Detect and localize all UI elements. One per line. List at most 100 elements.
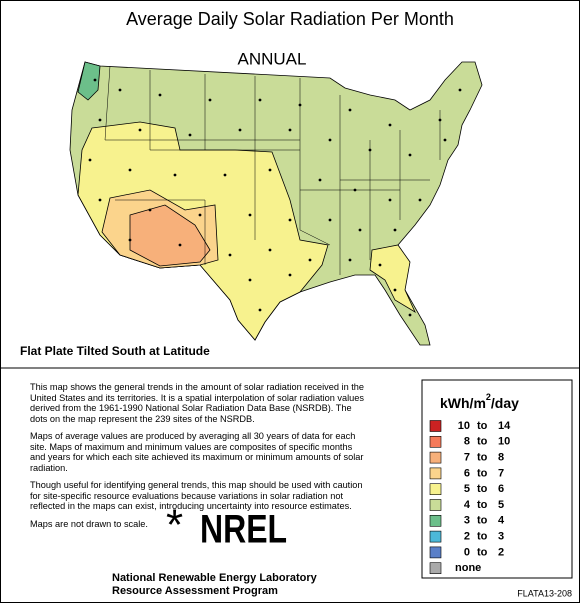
- site-dot: [258, 308, 262, 312]
- legend-exponent: 2: [486, 392, 491, 402]
- legend-title: kWh/m2/day: [440, 392, 519, 410]
- legend-high: 2: [498, 546, 504, 558]
- logo-symbol: *: [166, 501, 183, 550]
- legend-swatch: [429, 499, 442, 511]
- site-dot: [118, 88, 122, 92]
- legend-unit-rest: /day: [491, 395, 519, 411]
- legend-sep: to: [477, 546, 488, 558]
- legend-low: 0: [464, 546, 470, 558]
- legend-high: 4: [498, 515, 505, 527]
- site-dot: [268, 168, 272, 172]
- site-dot: [308, 258, 312, 262]
- site-dot: [258, 98, 262, 102]
- paragraph: Maps are not drawn to scale.: [30, 518, 148, 529]
- legend-sep: to: [477, 436, 488, 448]
- state-lines: [104, 65, 441, 275]
- site-dots: [88, 78, 462, 317]
- legend-swatch: [429, 451, 442, 464]
- site-dot: [358, 228, 362, 232]
- figure-code: FLATA13-208: [517, 588, 572, 598]
- legend-sep: to: [477, 499, 488, 511]
- legend-swatch: [429, 483, 442, 496]
- site-dot: [178, 243, 182, 247]
- legend-high: 7: [498, 467, 504, 479]
- site-dot: [88, 158, 92, 162]
- legend-low: 8: [464, 436, 470, 448]
- site-dot: [418, 198, 422, 202]
- legend-high: 6: [498, 483, 504, 495]
- legend-swatch: [429, 467, 442, 480]
- site-dot: [288, 218, 292, 222]
- site-dot: [228, 253, 232, 257]
- legend-swatch: [429, 562, 442, 575]
- site-dot: [318, 178, 322, 182]
- program-name: Resource Assessment Program: [112, 585, 278, 597]
- site-dot: [393, 288, 397, 292]
- site-dot: [378, 263, 382, 267]
- site-dot: [98, 118, 102, 122]
- legend-low: 2: [464, 531, 470, 543]
- legend-swatch: [429, 514, 442, 527]
- legend-low: 10: [458, 420, 470, 432]
- site-dot: [248, 278, 252, 282]
- legend-sep: to: [477, 515, 488, 527]
- site-dot: [388, 123, 392, 127]
- legend-swatch: [429, 420, 442, 432]
- region-teal: [77, 61, 101, 101]
- org-name: National Renewable Energy Laboratory: [112, 572, 318, 584]
- site-dot: [458, 88, 462, 92]
- site-dot: [393, 228, 397, 232]
- site-dot: [328, 218, 332, 222]
- site-dot: [298, 103, 302, 107]
- legend-swatch: [429, 546, 442, 559]
- paragraph: Though useful for identifying general tr…: [30, 480, 363, 511]
- legend-swatch: [429, 435, 442, 448]
- legend-sep: to: [477, 467, 488, 479]
- legend-sep: to: [477, 531, 488, 543]
- legend-none: none: [455, 562, 481, 574]
- site-dot: [353, 188, 357, 192]
- site-dot: [248, 213, 252, 217]
- legend-unit: kWh/m: [440, 395, 486, 411]
- legend-high: 5: [498, 499, 504, 511]
- legend-sep: to: [477, 452, 488, 464]
- region-yellow-se: [369, 244, 416, 314]
- legend-high: 3: [498, 531, 504, 543]
- description: This map shows the general trends in the…: [30, 382, 365, 536]
- site-dot: [408, 153, 412, 157]
- legend-low: 7: [464, 452, 470, 464]
- legend-sep: to: [477, 483, 488, 495]
- us-map: [69, 61, 483, 346]
- site-dot: [98, 198, 102, 202]
- site-dot: [208, 98, 212, 102]
- site-dot: [93, 78, 97, 82]
- site-dot: [288, 273, 292, 277]
- title: Average Daily Solar Radiation Per Month: [126, 9, 454, 29]
- site-dot: [438, 118, 442, 122]
- site-dot: [128, 238, 132, 242]
- legend-swatch: [429, 530, 442, 543]
- site-dot: [348, 108, 352, 112]
- site-dot: [328, 138, 332, 142]
- legend-low: 6: [464, 467, 470, 479]
- site-dot: [198, 213, 202, 217]
- site-dot: [368, 148, 372, 152]
- legend-box: [421, 379, 573, 579]
- site-dot: [268, 248, 272, 252]
- site-dot: [173, 173, 177, 177]
- legend-low: 4: [464, 499, 471, 511]
- site-dot: [138, 128, 142, 132]
- site-dot: [288, 128, 292, 132]
- legend-sep: to: [477, 420, 488, 432]
- site-dot: [128, 168, 132, 172]
- site-dot: [238, 128, 242, 132]
- paragraph: This map shows the general trends in the…: [30, 382, 364, 424]
- logo-text: NREL: [200, 506, 287, 551]
- legend-low: 3: [464, 515, 470, 527]
- site-dot: [408, 313, 412, 317]
- legend-low: 5: [464, 483, 470, 495]
- site-dot: [158, 93, 162, 97]
- site-dot: [188, 133, 192, 137]
